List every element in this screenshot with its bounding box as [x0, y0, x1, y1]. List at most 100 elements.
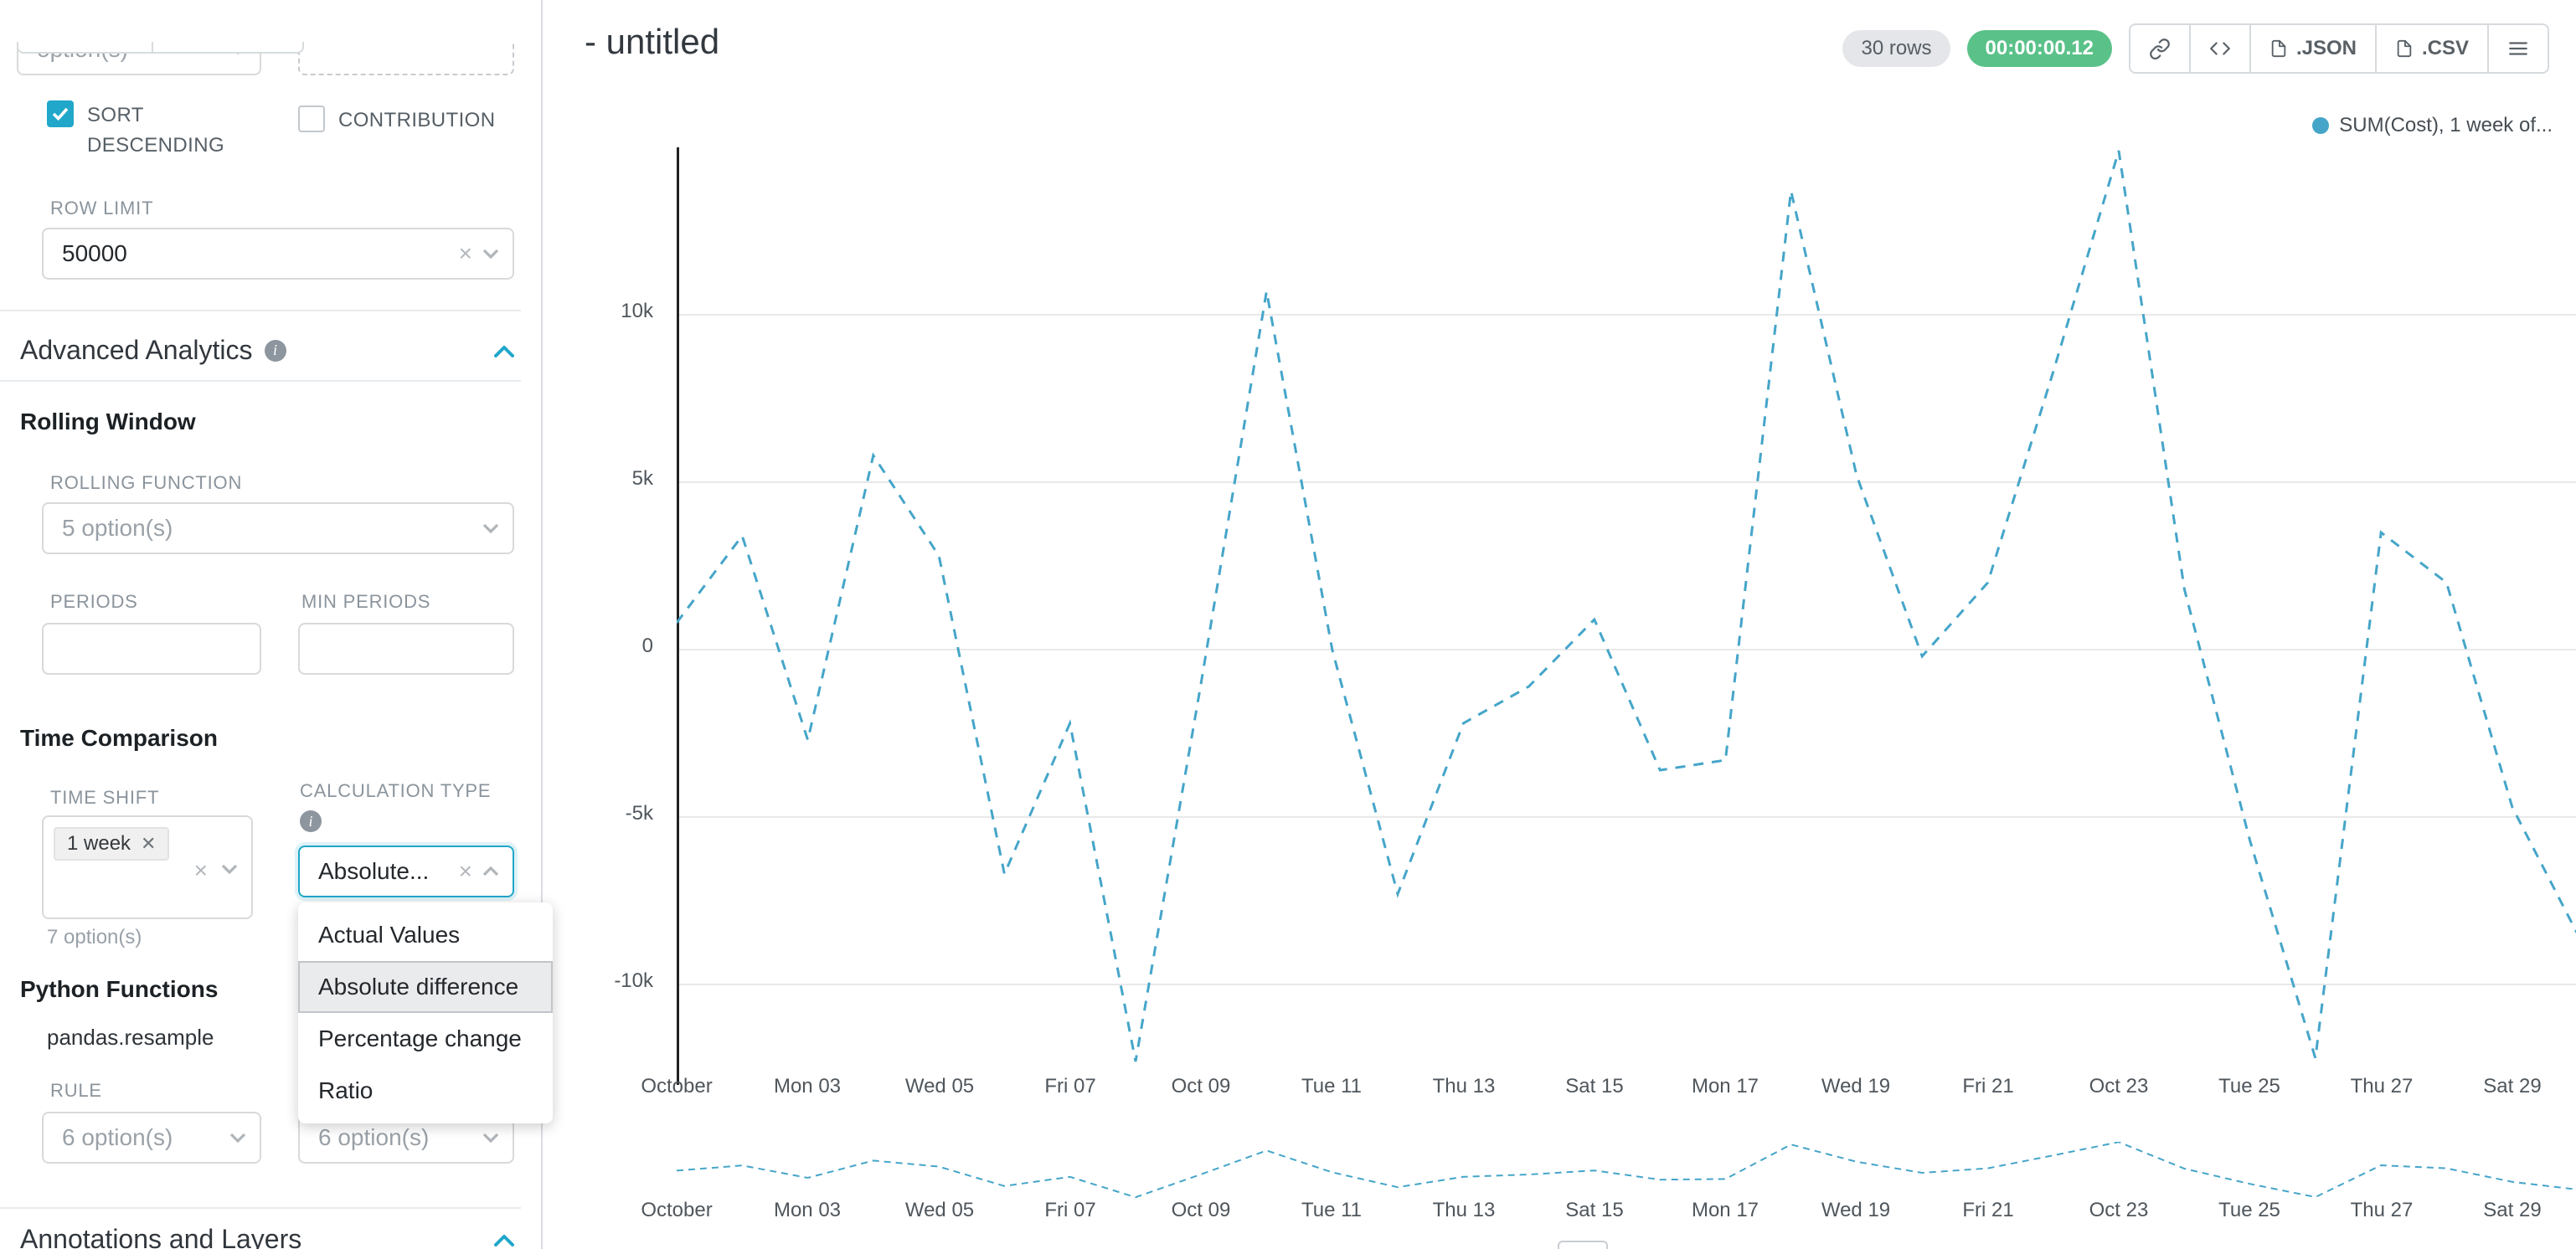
chevron-down-icon[interactable]	[482, 523, 499, 533]
menu-item[interactable]: Percentage change	[318, 1025, 522, 1051]
row-limit-select[interactable]: 50000 ×	[42, 228, 514, 280]
rule-select-placeholder: 6 option(s)	[62, 1124, 173, 1150]
annotations-title: Annotations and Layers	[20, 1224, 302, 1249]
contribution-checkbox[interactable]	[298, 105, 325, 132]
y-axis-labels: 10k 5k 0 -5k -10k	[553, 147, 663, 1085]
menu-item[interactable]: Ratio	[318, 1077, 374, 1103]
x-tick-label: Sat 15	[1565, 1075, 1624, 1097]
x-tick-label: Sat 29	[2483, 1199, 2542, 1221]
x-tick-label: Thu 27	[2350, 1199, 2414, 1221]
rolling-window-title: Rolling Window	[20, 409, 196, 434]
python-functions-title: Python Functions	[20, 976, 219, 1002]
sort-descending-control[interactable]: SORT DESCENDING	[47, 100, 268, 161]
x-tick-label: Thu 27	[2350, 1075, 2414, 1097]
chevron-down-icon[interactable]	[229, 1133, 246, 1143]
download-json-button[interactable]: .JSON	[2249, 23, 2377, 74]
clear-icon[interactable]: ×	[458, 858, 472, 884]
row-limit-label: ROW LIMIT	[50, 198, 154, 218]
clear-icon[interactable]: ×	[193, 857, 208, 883]
chevron-up-icon[interactable]	[494, 1233, 514, 1246]
y-tick-label: -10k	[614, 969, 653, 992]
periods-input[interactable]	[42, 623, 261, 675]
menu-item[interactable]: Absolute difference	[298, 961, 553, 1013]
time-shift-select[interactable]: 1 week ✕ ×	[42, 815, 253, 919]
x-tick-label: Oct 23	[2089, 1199, 2149, 1221]
sort-descending-label: SORT DESCENDING	[87, 104, 225, 157]
copy-link-button[interactable]	[2128, 23, 2191, 74]
series-line	[677, 1142, 2576, 1199]
sort-descending-checkbox[interactable]	[47, 100, 74, 127]
time-shift-label: TIME SHIFT	[50, 787, 160, 808]
time-shift-chip[interactable]: 1 week ✕	[54, 827, 170, 861]
x-axis-labels: October Mon 03 Wed 05 Fri 07 Oct 09 Tue 11 Thu…	[641, 1075, 2576, 1102]
chevron-down-icon[interactable]	[221, 864, 238, 874]
x-tick-label: Wed 05	[904, 1199, 975, 1221]
x-tick-label: Fri 21	[1962, 1075, 2014, 1097]
chart-header-actions: 30 rows 00:00:00.12 .JSON .CSV	[1842, 23, 2549, 74]
check-icon	[52, 107, 69, 121]
download-csv-button[interactable]: .CSV	[2374, 23, 2489, 74]
contribution-control[interactable]: CONTRIBUTION	[298, 105, 495, 136]
advanced-analytics-header[interactable]: Advanced Analytics i	[20, 335, 514, 366]
x-tick-label: Wed 19	[1821, 1075, 1891, 1097]
chart-menu-button[interactable]	[2487, 23, 2549, 74]
time-comparison-title: Time Comparison	[20, 725, 218, 751]
chevron-up-icon[interactable]	[482, 866, 499, 876]
rolling-function-placeholder: 5 option(s)	[62, 515, 173, 541]
menu-item[interactable]: Actual Values	[318, 922, 461, 948]
file-icon	[2271, 39, 2286, 58]
rolling-function-label: ROLLING FUNCTION	[50, 472, 243, 493]
download-json-label: .JSON	[2295, 37, 2357, 59]
x-tick-label: Tue 11	[1301, 1075, 1363, 1097]
x-tick-label: Mon 03	[773, 1199, 842, 1221]
run-save-bar	[0, 0, 541, 42]
control-panel: option(s) RUN SAVE SORT DESCENDING CONTR…	[0, 0, 553, 1249]
x-tick-label: Fri 21	[1962, 1199, 2014, 1221]
info-icon: i	[300, 810, 322, 832]
row-count-badge: 30 rows	[1842, 30, 1950, 67]
info-icon: i	[264, 339, 286, 362]
advanced-analytics-title: Advanced Analytics	[20, 335, 253, 365]
rule-select[interactable]: 6 option(s)	[42, 1112, 261, 1164]
clear-icon[interactable]: ×	[458, 240, 472, 266]
time-shift-hint: 7 option(s)	[47, 926, 142, 948]
min-periods-input[interactable]	[298, 623, 514, 675]
x-tick-label: Thu 13	[1432, 1075, 1496, 1097]
annotations-header[interactable]: Annotations and Layers	[20, 1224, 514, 1249]
calculation-type-select[interactable]: Absolute... ×	[298, 846, 514, 897]
x-tick-label: Mon 17	[1691, 1199, 1759, 1221]
rolling-function-select[interactable]: 5 option(s)	[42, 502, 514, 554]
y-tick-label: -5k	[625, 802, 653, 825]
remove-chip-icon[interactable]: ✕	[141, 833, 157, 854]
x-tick-label: October	[641, 1075, 713, 1097]
x-tick-label: October	[641, 1199, 713, 1221]
chevron-down-icon[interactable]	[482, 1133, 499, 1143]
x-tick-label: Thu 13	[1432, 1199, 1496, 1221]
file-icon	[2397, 39, 2412, 58]
x-tick-label: Mon 03	[773, 1075, 842, 1097]
main-line-chart[interactable]	[677, 147, 2576, 1085]
row-limit-value: 50000	[62, 240, 127, 266]
periods-label: PERIODS	[50, 591, 138, 612]
hamburger-menu-icon	[2509, 42, 2527, 55]
chevron-up-icon[interactable]	[494, 344, 514, 357]
y-tick-label: 10k	[621, 300, 653, 322]
x-tick-label: Tue 25	[2218, 1199, 2280, 1221]
legend-label: SUM(Cost), 1 week of...	[2339, 114, 2553, 136]
embed-code-button[interactable]	[2188, 23, 2251, 74]
mini-overview-chart[interactable]	[677, 1142, 2576, 1199]
pandas-resample-label: pandas.resample	[47, 1025, 214, 1050]
chevron-down-icon[interactable]	[482, 249, 499, 259]
x-tick-label: Sat 29	[2483, 1075, 2542, 1097]
x-tick-label: Tue 25	[2218, 1075, 2280, 1097]
chart-title: - untitled	[585, 22, 720, 61]
time-shift-chip-label: 1 week	[67, 832, 131, 855]
chart-legend[interactable]: SUM(Cost), 1 week of...	[2312, 114, 2553, 137]
rule-select-2-placeholder: 6 option(s)	[318, 1124, 430, 1150]
x-tick-label: Fri 07	[1044, 1075, 1096, 1097]
x-tick-label: Oct 09	[1171, 1199, 1231, 1221]
rule-label: RULE	[50, 1080, 102, 1101]
y-tick-label: 5k	[631, 467, 653, 490]
contribution-label: CONTRIBUTION	[338, 109, 496, 131]
mini-chart-scroll-handle[interactable]	[1558, 1241, 1608, 1249]
